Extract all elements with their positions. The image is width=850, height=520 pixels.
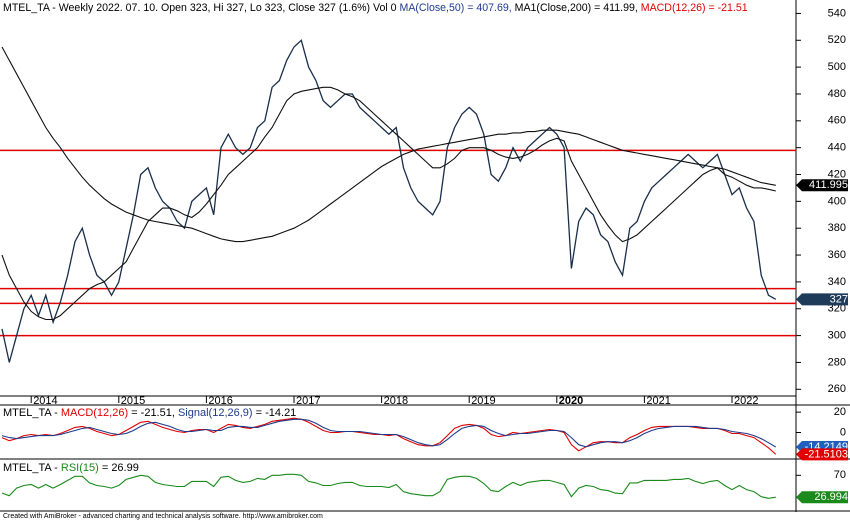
series-line — [1, 39, 777, 363]
y-tick-label: 400 — [828, 195, 846, 207]
panel-title: MTEL_TA - Weekly 2022. 07. 10. Open 323,… — [3, 2, 748, 14]
x-tick-label: 2020 — [559, 395, 583, 407]
x-tick-label: 2017 — [296, 395, 320, 407]
series-line — [1, 473, 776, 499]
y-tick-label: 360 — [828, 249, 846, 261]
last-value-label: 327 — [830, 293, 848, 305]
y-tick-label: 20 — [834, 406, 846, 418]
series-line — [1, 417, 777, 455]
y-tick-label: 260 — [828, 383, 846, 395]
last-value-box — [796, 448, 848, 461]
x-tick-label: 2015 — [121, 395, 145, 407]
panel-title: MTEL_TA - RSI(15) = 26.99 — [3, 462, 139, 474]
x-tick-label: 2016 — [208, 395, 232, 407]
y-tick-label: 280 — [828, 356, 846, 368]
last-value-label: -21.5103 — [805, 448, 848, 460]
title-part: MA1(Close,200) = 411.99, — [515, 2, 641, 14]
title-part: = 26.99 — [99, 462, 139, 474]
x-tick-label: 2014 — [33, 395, 57, 407]
x-tick-label: 2021 — [646, 395, 670, 407]
y-tick-label: 300 — [828, 329, 846, 341]
last-value-box — [796, 491, 848, 504]
y-tick-label: 500 — [828, 61, 846, 73]
y-tick-label: 380 — [828, 222, 846, 234]
y-tick-label: 340 — [828, 276, 846, 288]
title-part: MA(Close,50) = 407.69, — [400, 2, 515, 14]
y-tick-label: 480 — [828, 88, 846, 100]
title-part: MACD(12,26) = -21.51 — [641, 2, 748, 14]
y-tick-label: 460 — [828, 115, 846, 127]
title-part: MACD(12,26) — [61, 407, 128, 419]
y-tick-label: 540 — [828, 7, 846, 19]
series-line — [1, 418, 777, 448]
last-value-box — [796, 179, 848, 192]
y-tick-label: 440 — [828, 142, 846, 154]
title-part: = -21.51, — [128, 407, 178, 419]
title-part: MTEL_TA - — [3, 407, 61, 419]
title-part: Signal(12,26,9) — [178, 407, 253, 419]
last-value-box — [796, 293, 848, 306]
y-tick-label: 0 — [840, 426, 846, 438]
title-part: MTEL_TA - — [3, 462, 61, 474]
last-value-label: 26.994 — [814, 491, 848, 503]
panel-title: MTEL_TA - MACD(12,26) = -21.51, Signal(1… — [3, 407, 296, 419]
y-tick-label: 420 — [828, 168, 846, 180]
last-value-label: 411.995 — [809, 179, 848, 191]
title-part: = -14.21 — [253, 407, 297, 419]
y-tick-label: 520 — [828, 34, 846, 46]
title-part: RSI(15) — [61, 462, 99, 474]
x-tick-label: 2019 — [471, 395, 495, 407]
y-tick-label: 70 — [834, 469, 846, 481]
title-part: MTEL_TA - Weekly 2022. 07. 10. Open 323,… — [3, 2, 400, 14]
footer: Created with AmiBroker - advanced charti… — [3, 513, 323, 520]
series-line — [1, 46, 776, 243]
y-tick-label: 320 — [828, 303, 846, 315]
x-tick-label: 2022 — [734, 395, 758, 407]
x-tick-label: 2018 — [384, 395, 408, 407]
series-line — [1, 86, 776, 321]
